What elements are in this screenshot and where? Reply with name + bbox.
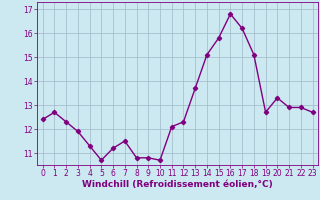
X-axis label: Windchill (Refroidissement éolien,°C): Windchill (Refroidissement éolien,°C) — [82, 180, 273, 189]
